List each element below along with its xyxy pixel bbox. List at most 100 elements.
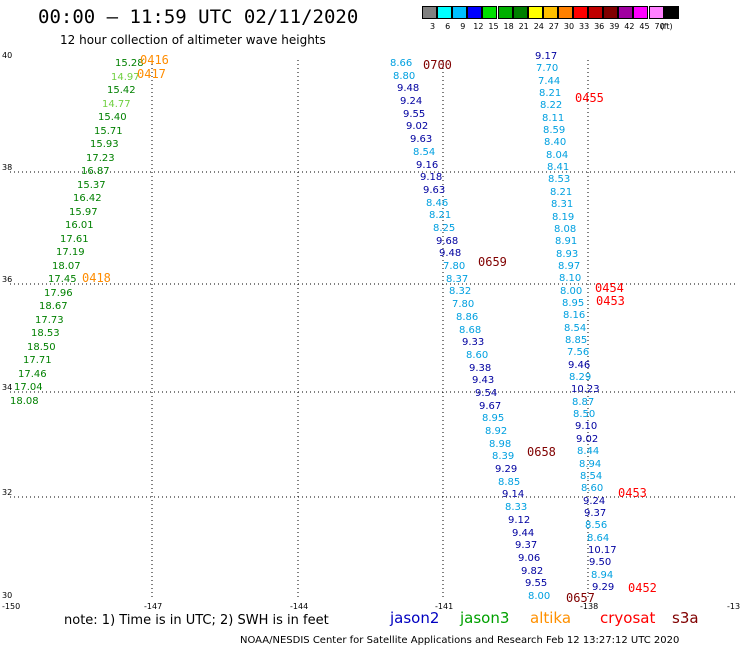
pass-time-label: 0453 — [618, 486, 647, 500]
wave-height-value: 18.08 — [10, 396, 39, 407]
pass-time-label: 0657 — [566, 591, 595, 605]
wave-height-value: 18.50 — [27, 342, 56, 353]
y-tick-label: 36 — [2, 275, 13, 284]
scale-label: 27 — [548, 22, 559, 31]
scale-label: 36 — [594, 22, 605, 31]
wave-height-value: 8.04 — [546, 150, 569, 161]
wave-height-value: 8.21 — [539, 88, 562, 99]
pass-time-label: 0418 — [82, 271, 111, 285]
wave-height-value: 8.60 — [466, 350, 489, 361]
y-tick-label: 40 — [2, 51, 13, 60]
wave-height-value: 17.71 — [23, 355, 52, 366]
wave-height-value: 8.95 — [562, 298, 585, 309]
legend-jason3: jason3 — [460, 609, 510, 627]
x-tick-label: -144 — [290, 602, 309, 611]
wave-height-value: 9.63 — [423, 185, 446, 196]
wave-height-value: 9.46 — [568, 360, 591, 371]
wave-height-value: 15.97 — [69, 207, 98, 218]
wave-height-value: 9.55 — [403, 109, 426, 120]
scale-swatch — [603, 6, 619, 19]
wave-height-value: 9.54 — [475, 388, 498, 399]
wave-height-value: 8.40 — [544, 137, 567, 148]
wave-height-value: 17.04 — [14, 382, 43, 393]
wave-height-value: 8.00 — [560, 286, 583, 297]
wave-height-value: 8.94 — [591, 570, 614, 581]
wave-height-value: 8.19 — [552, 212, 575, 223]
scale-label: (ft) — [660, 22, 673, 31]
wave-height-value: 9.67 — [479, 401, 502, 412]
wave-height-value: 9.48 — [397, 83, 420, 94]
wave-height-value: 8.11 — [542, 113, 565, 124]
wave-height-value: 9.02 — [576, 434, 599, 445]
wave-height-value: 9.37 — [515, 540, 538, 551]
pass-time-label: 0658 — [527, 445, 556, 459]
wave-height-value: 8.95 — [482, 413, 505, 424]
scale-swatch — [588, 6, 604, 19]
wave-height-value: 8.60 — [581, 483, 604, 494]
scale-label: 39 — [609, 22, 620, 31]
scale-label: 21 — [518, 22, 529, 31]
pass-time-label: 0416 — [140, 53, 169, 67]
wave-height-value: 9.02 — [406, 121, 429, 132]
wave-height-value: 8.33 — [505, 502, 528, 513]
wave-height-value: 8.29 — [569, 372, 592, 383]
wave-height-value: 8.37 — [446, 274, 469, 285]
wave-height-value: 9.82 — [521, 566, 544, 577]
wave-height-value: 7.70 — [536, 63, 559, 74]
wave-height-value: 8.21 — [429, 210, 452, 221]
pass-time-label: 0455 — [575, 91, 604, 105]
wave-height-value: 8.00 — [528, 591, 551, 602]
pass-time-label: 0417 — [137, 67, 166, 81]
wave-height-value: 9.17 — [535, 51, 558, 62]
wave-height-value: 16.01 — [65, 220, 94, 231]
pass-time-label: 0453 — [596, 294, 625, 308]
wave-height-value: 9.18 — [420, 172, 443, 183]
wave-height-value: 9.29 — [592, 582, 615, 593]
x-tick-label: -138 — [580, 602, 599, 611]
pass-time-label: 0659 — [478, 255, 507, 269]
wave-height-value: 9.10 — [575, 421, 598, 432]
wave-height-value: 8.53 — [548, 174, 571, 185]
y-tick-label: 34 — [2, 383, 13, 392]
x-tick-label: -147 — [144, 602, 163, 611]
scale-swatch — [648, 6, 664, 19]
wave-height-value: 8.91 — [555, 236, 578, 247]
scale-swatch — [633, 6, 649, 19]
wave-height-value: 9.29 — [495, 464, 518, 475]
wave-height-value: 10.17 — [588, 545, 617, 556]
wave-height-value: 8.66 — [390, 58, 413, 69]
wave-height-value: 9.06 — [518, 553, 541, 564]
wave-height-value: 8.44 — [577, 446, 600, 457]
wave-height-value: 8.08 — [554, 224, 577, 235]
wave-height-value: 8.10 — [559, 273, 582, 284]
wave-height-value: 8.54 — [580, 471, 603, 482]
wave-height-value: 17.73 — [35, 315, 64, 326]
scale-label: 9 — [460, 22, 466, 31]
scale-swatch — [618, 6, 634, 19]
wave-height-value: 8.86 — [456, 312, 479, 323]
wave-height-value: 16.87 — [81, 166, 110, 177]
footer-note: note: 1) Time is in UTC; 2) SWH is in fe… — [64, 613, 329, 628]
wave-height-value: 8.21 — [550, 187, 573, 198]
x-tick-label: -141 — [435, 602, 454, 611]
wave-height-value: 9.37 — [584, 508, 607, 519]
wave-height-value: 8.31 — [551, 199, 574, 210]
pass-time-label: 0454 — [595, 281, 624, 295]
wave-height-value: 8.54 — [564, 323, 587, 334]
scale-label: 70 — [654, 22, 665, 31]
y-tick-label: 32 — [2, 488, 13, 497]
wave-height-value: 9.68 — [436, 236, 459, 247]
wave-height-value: 8.50 — [573, 409, 596, 420]
wave-height-value: 9.16 — [416, 160, 439, 171]
wave-height-value: 8.41 — [547, 162, 570, 173]
y-tick-label: 38 — [2, 163, 13, 172]
wave-height-value: 15.42 — [107, 85, 136, 96]
wave-height-value: 16.42 — [73, 193, 102, 204]
wave-height-value: 9.43 — [472, 375, 495, 386]
wave-height-value: 9.63 — [410, 134, 433, 145]
wave-height-value: 7.80 — [443, 261, 466, 272]
wave-height-value: 18.67 — [39, 301, 68, 312]
wave-height-value: 7.80 — [452, 299, 475, 310]
